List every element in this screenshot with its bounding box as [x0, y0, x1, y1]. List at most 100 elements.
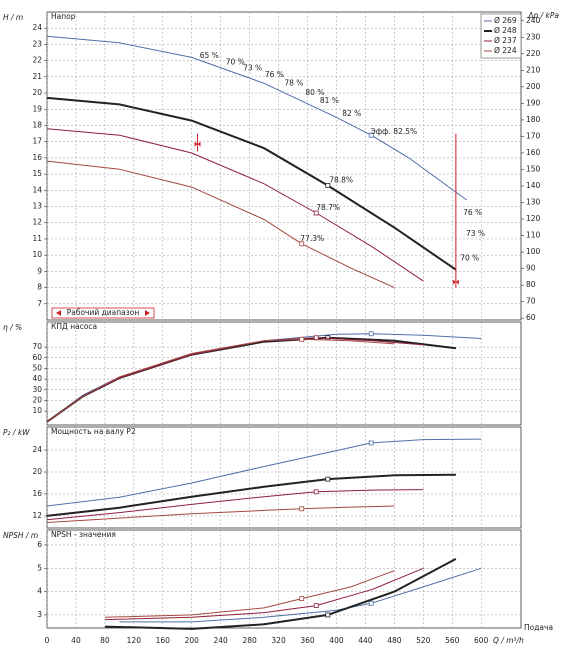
panel-frame	[46, 426, 522, 529]
y2-tick-label: 60	[526, 313, 536, 322]
series-line	[46, 35, 467, 201]
y-tick-label: 17	[32, 137, 42, 146]
y-axis-label: NPSH / m	[3, 531, 38, 540]
y2-tick-label: 190	[526, 98, 541, 107]
y-tick-label: 10	[32, 250, 42, 259]
x-tick-label: 0	[45, 636, 50, 645]
y-tick-label: 12	[32, 511, 42, 520]
best-point-marker	[299, 336, 305, 342]
annotation: 77.3%	[300, 234, 324, 243]
x-tick-label: 600	[474, 636, 489, 645]
y-tick-label: 23	[32, 39, 42, 48]
y2-tick-label: 140	[526, 181, 541, 190]
best-point-marker	[368, 331, 374, 337]
y2-tick-label: 100	[526, 247, 541, 256]
x-tick-label: 560	[445, 636, 460, 645]
x-tick-label: 280	[242, 636, 257, 645]
annotation: Эфф. 82.5%	[370, 127, 417, 136]
series-line	[46, 438, 482, 507]
annotation: 78.7%	[316, 203, 340, 212]
y-tick-label: 30	[32, 385, 42, 394]
y-tick-label: 16	[32, 489, 42, 498]
y-tick-label: 6	[37, 540, 42, 549]
legend-label: Ø 224	[494, 46, 517, 55]
y-tick-label: 20	[32, 395, 42, 404]
series-line	[46, 473, 456, 517]
best-point-marker	[299, 241, 305, 247]
y2-tick-label: 240	[526, 16, 541, 25]
range-box	[51, 307, 155, 319]
annotation: 73 %	[243, 64, 262, 73]
best-point-marker	[325, 612, 331, 618]
y-tick-label: 7	[37, 299, 42, 308]
annotation: 73 %	[466, 229, 485, 238]
annotation: 70 %	[226, 57, 245, 66]
annotation: 80 %	[305, 88, 324, 97]
y-tick-label: 15	[32, 169, 42, 178]
y2-tick-label: 120	[526, 214, 541, 223]
best-point-marker	[325, 183, 331, 188]
panel-title: NPSH - значения	[51, 530, 116, 539]
y-tick-label: 13	[32, 202, 42, 211]
y-tick-label: 3	[37, 610, 42, 619]
series-line	[46, 505, 395, 523]
y2-tick-label: 170	[526, 131, 541, 140]
legend-label: Ø 269	[494, 16, 517, 25]
panel-title: Напор	[51, 12, 76, 21]
y-tick-label: 9	[37, 266, 42, 275]
range-limit-arrow	[452, 279, 459, 285]
y-tick-label: 12	[32, 218, 42, 227]
best-point-marker	[368, 440, 374, 446]
y2-tick-label: 230	[526, 32, 541, 41]
series-line	[104, 567, 424, 621]
x-tick-label: 40	[71, 636, 81, 645]
y-axis-label: H / m	[3, 13, 23, 22]
x-tick-label: 120	[127, 636, 142, 645]
y2-tick-label: 70	[526, 297, 536, 306]
x-tick-label: 400	[329, 636, 344, 645]
series-line	[104, 558, 457, 630]
y-tick-label: 20	[32, 88, 42, 97]
x-axis-label-secondary: Подача	[524, 623, 553, 632]
x-tick-label: 320	[271, 636, 286, 645]
annotation: 78.8%	[329, 176, 353, 185]
best-point-marker	[325, 335, 331, 341]
annotation: 65 %	[200, 51, 219, 60]
y-tick-label: 50	[32, 363, 42, 372]
y-tick-label: 11	[32, 234, 42, 243]
y-tick-label: 16	[32, 153, 42, 162]
y-tick-label: 18	[32, 120, 42, 129]
y2-tick-label: 200	[526, 82, 541, 91]
panel-title: Мощность на валу P2	[51, 427, 136, 436]
y2-tick-label: 150	[526, 164, 541, 173]
y2-tick-label: 80	[526, 280, 536, 289]
best-point-marker	[313, 489, 319, 495]
best-point-marker	[313, 210, 319, 216]
best-point-marker	[325, 476, 331, 482]
annotation: 76 %	[463, 208, 482, 217]
panel-title: КПД насоса	[51, 322, 97, 331]
y-tick-label: 60	[32, 353, 42, 362]
y-axis-label: η / %	[3, 323, 22, 332]
annotation: 81 %	[320, 96, 339, 105]
x-tick-label: 160	[156, 636, 171, 645]
y2-tick-label: 180	[526, 115, 541, 124]
best-point-marker	[299, 596, 305, 601]
y2-tick-label: 90	[526, 264, 536, 273]
annotation: 78 %	[284, 78, 303, 87]
range-limit-arrow	[194, 141, 201, 147]
legend-label: Ø 248	[494, 26, 517, 35]
range-label: Рабочий диапазон	[67, 308, 140, 317]
y-tick-label: 22	[32, 56, 42, 65]
series-line	[46, 337, 424, 423]
x-axis-label: Q / m³/h	[493, 636, 524, 645]
best-point-marker	[368, 600, 374, 606]
y-tick-label: 70	[32, 342, 42, 351]
y-tick-label: 20	[32, 467, 42, 476]
y2-tick-label: 110	[526, 231, 541, 240]
best-point-marker	[368, 132, 374, 138]
y-tick-label: 4	[37, 587, 42, 596]
